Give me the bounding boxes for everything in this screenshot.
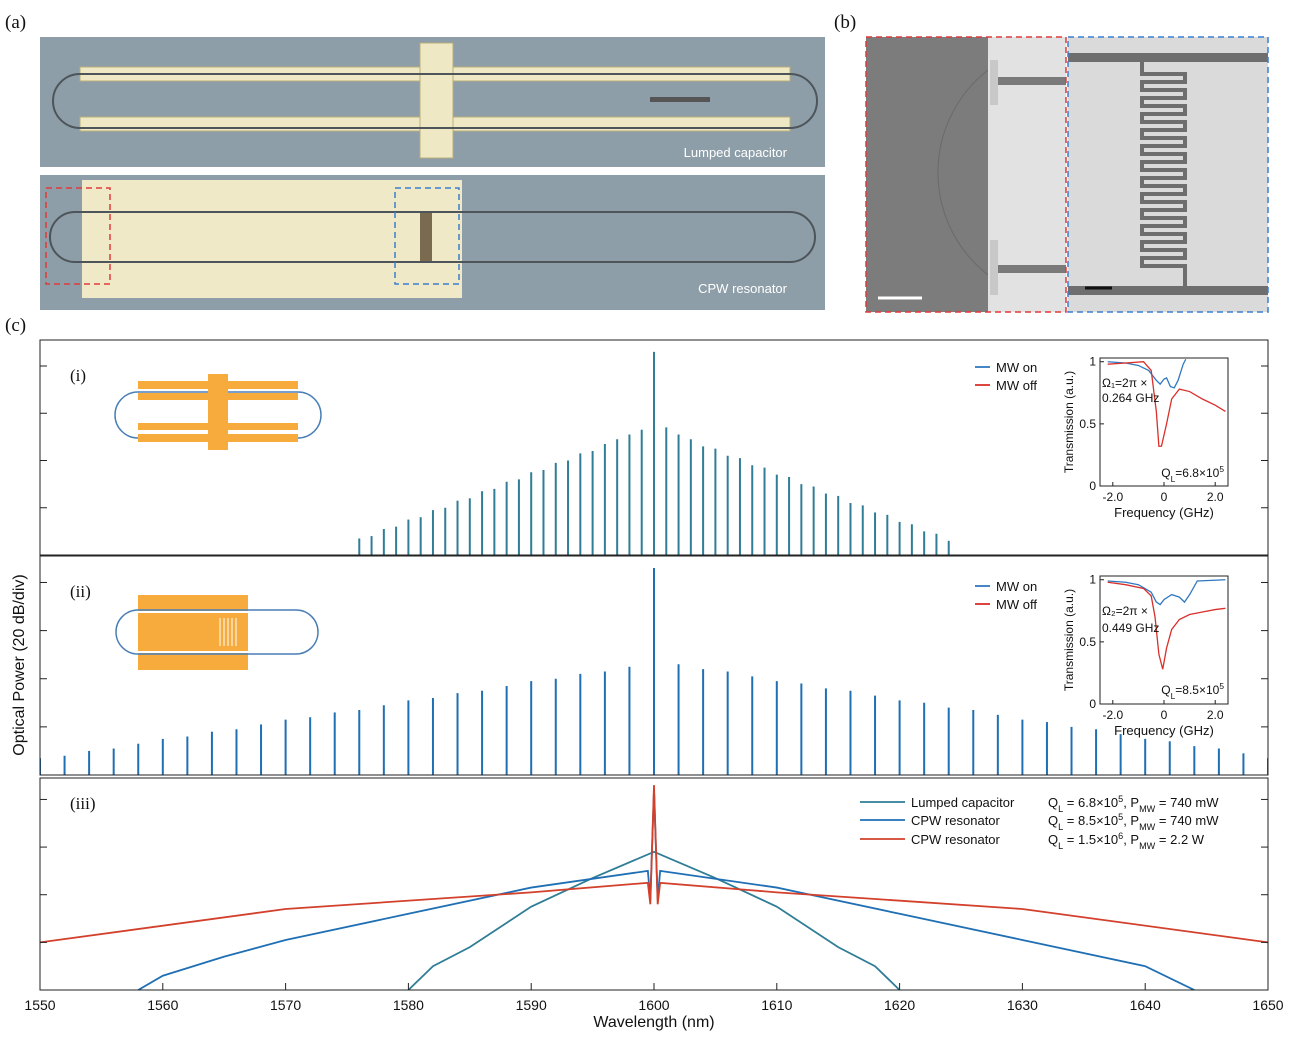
x-tick-label: 0 bbox=[1161, 708, 1168, 722]
annotation-part: MW bbox=[1139, 841, 1156, 851]
annotation-part: , P bbox=[1123, 832, 1139, 847]
micrograph-b bbox=[866, 37, 1268, 312]
annotation-part: MW bbox=[1139, 804, 1156, 814]
annotation-part: 0.264 GHz bbox=[1102, 391, 1159, 405]
micrograph-a: Lumped capacitor CPW resonator bbox=[40, 37, 825, 310]
annotation-part: = 1.5×10 bbox=[1063, 832, 1118, 847]
annotation-part: Ω₁=2π × bbox=[1102, 376, 1147, 390]
y-tick-label: 0 bbox=[1089, 479, 1096, 493]
x-tick-label: 1570 bbox=[270, 997, 301, 1013]
y-tick-label: 0.5 bbox=[1079, 635, 1096, 649]
series-line bbox=[408, 852, 899, 990]
micrograph-label: Lumped capacitor bbox=[684, 145, 788, 160]
x-tick-label: 1600 bbox=[638, 997, 669, 1013]
legend-label: Lumped capacitor bbox=[911, 795, 1015, 810]
annotation-part: = 2.2 W bbox=[1155, 832, 1204, 847]
x-tick-label: 0 bbox=[1161, 490, 1168, 504]
series-line bbox=[138, 790, 1194, 990]
annotation-part: MW bbox=[1139, 822, 1156, 832]
annotation-part: , P bbox=[1123, 795, 1139, 810]
annotation-part: Q bbox=[1161, 466, 1170, 480]
annotation-part: Q bbox=[1048, 832, 1058, 847]
micrograph-label: CPW resonator bbox=[698, 281, 788, 296]
y-axis-label: Transmission (a.u.) bbox=[1062, 589, 1076, 691]
x-axis-label: Frequency (GHz) bbox=[1114, 723, 1214, 738]
x-tick-label: 2.0 bbox=[1207, 708, 1224, 722]
annotation-part: , P bbox=[1123, 813, 1139, 828]
x-tick-label: 1630 bbox=[1007, 997, 1038, 1013]
legend-label: MW off bbox=[996, 597, 1037, 612]
y-axis-label: Transmission (a.u.) bbox=[1062, 371, 1076, 473]
x-tick-label: 1590 bbox=[516, 997, 547, 1013]
x-tick-label: 1640 bbox=[1130, 997, 1161, 1013]
annotation-part: = 740 mW bbox=[1155, 795, 1219, 810]
schematic-cpw bbox=[116, 595, 318, 670]
y-tick-label: 1 bbox=[1089, 573, 1096, 587]
panel-sublabel: (iii) bbox=[70, 794, 96, 813]
annotation-part: Q bbox=[1048, 795, 1058, 810]
annotation-part: =6.8×10 bbox=[1175, 466, 1219, 480]
y-axis-label: Optical Power (20 dB/div) bbox=[11, 574, 28, 755]
x-tick-label: 2.0 bbox=[1207, 490, 1224, 504]
annotation-part: = 8.5×10 bbox=[1063, 813, 1118, 828]
y-tick-label: 0 bbox=[1089, 697, 1096, 711]
annotation-part: 5 bbox=[1219, 681, 1224, 691]
x-tick-label: 1620 bbox=[884, 997, 915, 1013]
panel-label: (c) bbox=[5, 315, 26, 336]
x-tick-label: 1550 bbox=[24, 997, 55, 1013]
x-tick-label: 1610 bbox=[761, 997, 792, 1013]
annotation-part: = 740 mW bbox=[1155, 813, 1219, 828]
annotation-part: Ω₂=2π × bbox=[1102, 604, 1148, 618]
annotation: 0.449 GHz bbox=[1102, 621, 1159, 635]
panel-label: (a) bbox=[5, 12, 26, 33]
plot-area bbox=[359, 352, 948, 555]
annotation-part: Q bbox=[1161, 683, 1170, 697]
panel-sublabel: (ii) bbox=[70, 582, 91, 601]
annotation: Ω₂=2π × bbox=[1102, 604, 1148, 618]
legend-label: MW on bbox=[996, 360, 1037, 375]
annotation: QL = 6.8×105, PMW = 740 mW bbox=[1048, 794, 1219, 814]
annotation-part: = 6.8×10 bbox=[1063, 795, 1118, 810]
x-tick-label: -2.0 bbox=[1102, 490, 1123, 504]
legend-label: MW off bbox=[996, 378, 1037, 393]
annotation-part: Q bbox=[1048, 813, 1058, 828]
annotation-part: 0.449 GHz bbox=[1102, 621, 1159, 635]
annotation: QL = 8.5×105, PMW = 740 mW bbox=[1048, 812, 1219, 832]
figure: Lumped capacitor CPW resonator (a) (b) (… bbox=[0, 0, 1301, 1043]
x-tick-label: 1580 bbox=[393, 997, 424, 1013]
legend-label: CPW resonator bbox=[911, 832, 1001, 847]
panel-label: (b) bbox=[834, 12, 856, 33]
schematic-lumped bbox=[115, 374, 321, 450]
x-tick-label: -2.0 bbox=[1102, 708, 1123, 722]
y-tick-label: 0.5 bbox=[1079, 417, 1096, 431]
legend-label: CPW resonator bbox=[911, 813, 1001, 828]
annotation-part: =8.5×10 bbox=[1175, 683, 1219, 697]
x-tick-label: 1650 bbox=[1252, 997, 1283, 1013]
annotation: Ω₁=2π × bbox=[1102, 376, 1147, 390]
annotation: 0.264 GHz bbox=[1102, 391, 1159, 405]
annotation: QL = 1.5×106, PMW = 2.2 W bbox=[1048, 831, 1205, 851]
annotation-part: 5 bbox=[1219, 464, 1224, 474]
x-axis-label: Frequency (GHz) bbox=[1114, 505, 1214, 520]
x-tick-label: 1560 bbox=[147, 997, 178, 1013]
legend-label: MW on bbox=[996, 579, 1037, 594]
x-axis-label: Wavelength (nm) bbox=[593, 1014, 714, 1031]
panel-sublabel: (i) bbox=[70, 366, 86, 385]
y-tick-label: 1 bbox=[1089, 355, 1096, 369]
